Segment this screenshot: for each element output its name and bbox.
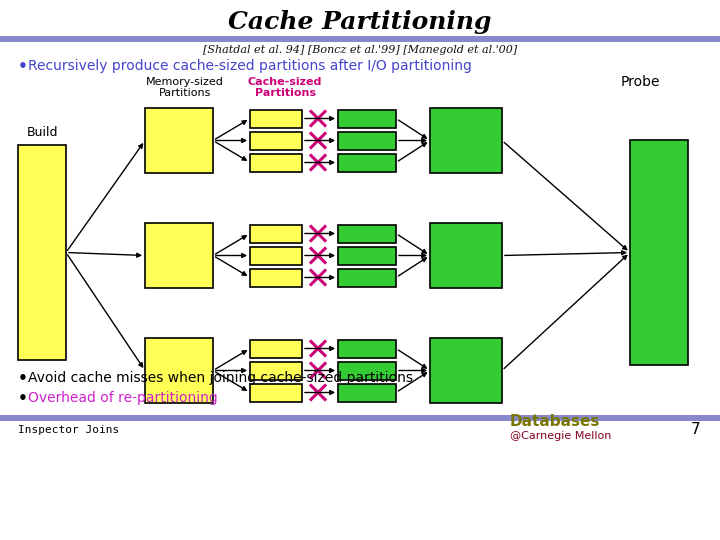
Text: @Carnegie Mellon: @Carnegie Mellon (510, 431, 611, 441)
Bar (430, 338, 502, 403)
Text: Databases: Databases (510, 415, 600, 429)
Text: 7: 7 (690, 422, 700, 437)
Text: Overhead of re-partitioning: Overhead of re-partitioning (28, 391, 217, 405)
Bar (250, 225, 302, 242)
Bar (338, 132, 396, 150)
Bar (250, 110, 302, 127)
Bar (250, 246, 302, 265)
Bar (250, 268, 302, 287)
Text: Partitions: Partitions (159, 88, 211, 98)
Bar (338, 153, 396, 172)
Bar (145, 338, 213, 403)
Bar (250, 361, 302, 380)
Text: Recursively produce cache-sized partitions after I/O partitioning: Recursively produce cache-sized partitio… (28, 59, 472, 73)
Bar (430, 108, 502, 173)
Bar (18, 145, 66, 360)
Text: Cache Partitioning: Cache Partitioning (228, 10, 492, 34)
Bar (145, 108, 213, 173)
Text: •: • (18, 390, 28, 406)
Text: Partitions: Partitions (254, 88, 315, 98)
Text: Cache-sized: Cache-sized (248, 77, 322, 87)
Bar (0, 36, 720, 42)
Text: Probe: Probe (620, 75, 660, 89)
Bar (338, 340, 396, 357)
Bar (630, 140, 688, 365)
Bar (430, 223, 502, 288)
Bar (338, 225, 396, 242)
Text: Memory-sized: Memory-sized (146, 77, 224, 87)
Bar (250, 132, 302, 150)
Text: Inspector Joins: Inspector Joins (18, 425, 120, 435)
Bar (338, 110, 396, 127)
Bar (338, 246, 396, 265)
Text: [Shatdal et al. 94] [Boncz et al.'99] [Manegold et al.'00]: [Shatdal et al. 94] [Boncz et al.'99] [M… (203, 45, 517, 55)
Bar (145, 223, 213, 288)
Text: Avoid cache misses when joining cache-sized partitions: Avoid cache misses when joining cache-si… (28, 371, 413, 385)
Bar (338, 383, 396, 402)
Bar (250, 340, 302, 357)
Text: •: • (18, 370, 28, 386)
Bar (338, 361, 396, 380)
Bar (250, 383, 302, 402)
Text: Build: Build (26, 126, 58, 139)
Bar (0, 415, 720, 421)
Bar (338, 268, 396, 287)
Text: •: • (18, 58, 28, 73)
Bar (250, 153, 302, 172)
